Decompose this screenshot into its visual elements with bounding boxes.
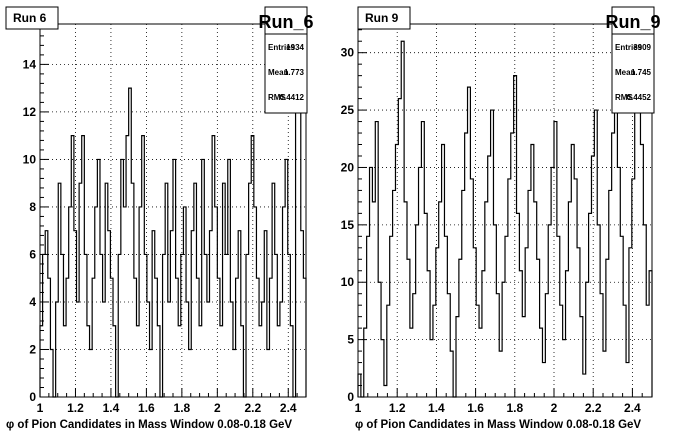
y-tick-label: 4	[29, 295, 36, 309]
y-tick-label: 10	[23, 152, 37, 166]
x-axis-title: φ of Pion Candidates in Mass Window 0.08…	[355, 419, 641, 431]
pad-title-box	[357, 6, 411, 30]
y-tick-label: 6	[29, 247, 36, 261]
x-tick-label: 2.4	[280, 401, 297, 415]
y-tick-label: 12	[23, 105, 37, 119]
x-tick-label: 1.6	[138, 401, 155, 415]
stats-box-frame	[611, 6, 655, 114]
y-tick-label: 8	[29, 200, 36, 214]
x-tick-label: 1.8	[174, 401, 191, 415]
histogram-series	[357, 40, 653, 398]
stats-mean-label: Mean	[268, 68, 289, 77]
stats-name: Run_6	[258, 12, 313, 32]
y-tick-label: 20	[341, 160, 355, 174]
stats-entries-label: Entries	[268, 43, 296, 52]
x-tick-label: 2.4	[624, 401, 641, 415]
y-axis: 0 5 10 15 20 25 30	[341, 29, 367, 404]
stats-entries-label: Entries	[615, 43, 643, 52]
stats-mean-value: 1.773	[284, 68, 305, 77]
x-tick-label: 1.4	[103, 401, 120, 415]
histogram-series	[39, 63, 307, 398]
plot-frame	[357, 23, 653, 398]
x-axis: 1 1.2 1.4 1.6 1.8 2 2.2 2.4	[355, 388, 653, 415]
x-axis-title: φ of Pion Candidates in Mass Window 0.08…	[6, 419, 292, 431]
stats-rms-value: 0.4452	[627, 93, 652, 102]
stats-mean-value: 1.745	[631, 68, 652, 77]
y-tick-label: 2	[29, 342, 36, 356]
y-tick-label: 5	[347, 333, 354, 347]
x-tick-label: 1.8	[506, 401, 523, 415]
x-tick-label: 2	[551, 401, 558, 415]
stats-rms-label: RMS	[268, 93, 286, 102]
stats-mean-label: Mean	[615, 68, 636, 77]
x-axis: 1 1.2 1.4 1.6 1.8 2 2.2 2.4	[37, 388, 307, 415]
y-tick-label: 0	[29, 390, 36, 404]
pad-title: Run 9	[365, 11, 399, 25]
stats-rms-value: 0.4412	[280, 93, 305, 102]
stats-box-frame	[264, 6, 308, 114]
x-tick-label: 1.2	[389, 401, 406, 415]
x-tick-label: 2.2	[585, 401, 602, 415]
x-tick-label: 1.2	[67, 401, 84, 415]
stats-rms-label: RMS	[615, 93, 633, 102]
x-tick-label: 2	[214, 401, 221, 415]
y-tick-label: 0	[347, 390, 354, 404]
y-tick-label: 14	[23, 57, 37, 71]
x-tick-label: 1.6	[467, 401, 484, 415]
stats-entries-value: 3909	[633, 43, 651, 52]
x-tick-label: 1	[355, 401, 362, 415]
y-tick-label: 25	[341, 103, 355, 117]
y-tick-label: 30	[341, 46, 355, 60]
x-tick-label: 1.4	[428, 401, 445, 415]
x-tick-label: 2.2	[244, 401, 261, 415]
x-tick-label: 1	[37, 401, 44, 415]
pad-title: Run 6	[13, 11, 47, 25]
y-tick-label: 10	[341, 275, 355, 289]
stats-entries-value: 1934	[286, 43, 304, 52]
pad-title-box	[5, 6, 59, 30]
y-axis: 0 2 4 6 8 10 12 14	[23, 25, 49, 404]
histogram-panel-run-9: 1 1.2 1.4 1.6 1.8 2 2.2 2.4 0 5 10 15 20 25 30 Run 9 Run…	[341, 6, 661, 431]
stats-name: Run_9	[605, 12, 660, 32]
histogram-panel-run-6: 1 1.2 1.4 1.6 1.8 2 2.2 2.4 0 2 4 6 8 10 12 14 Run 6 Run_…	[5, 6, 314, 431]
y-tick-label: 15	[341, 218, 355, 232]
